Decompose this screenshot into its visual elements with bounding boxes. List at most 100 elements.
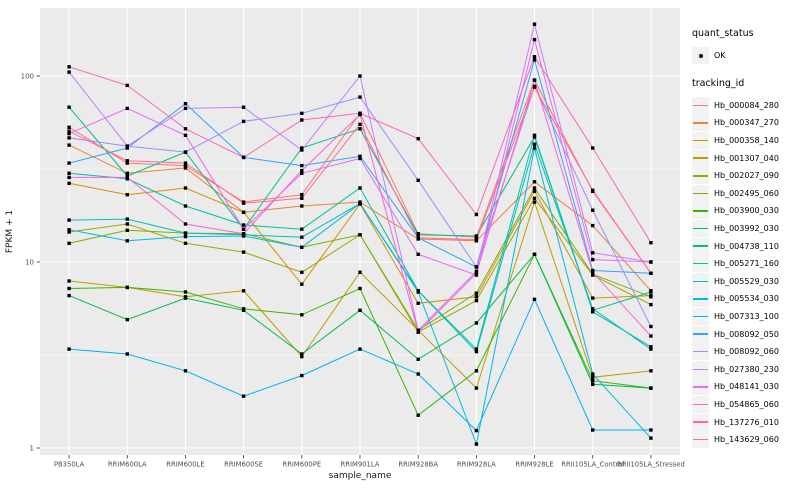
data-point xyxy=(358,111,362,115)
legend-item-label: Hb_137276_010 xyxy=(714,417,779,427)
data-point xyxy=(67,228,71,232)
data-point xyxy=(183,290,188,294)
legend-line-sample xyxy=(693,368,708,371)
data-point xyxy=(125,217,129,221)
data-point xyxy=(532,146,537,150)
data-point xyxy=(591,188,595,192)
legend-item-label: Hb_007313_100 xyxy=(714,312,779,322)
legend-item-quant-ok: OK xyxy=(692,47,798,65)
x-tick-label: RRIM600SE xyxy=(224,461,263,469)
legend-line-sample xyxy=(693,386,708,388)
legend-item-label: Hb_003992_030 xyxy=(714,224,779,234)
data-point xyxy=(300,118,304,122)
data-point xyxy=(125,171,129,175)
data-point xyxy=(300,282,304,286)
data-point xyxy=(125,317,129,322)
legend-key-box xyxy=(692,237,709,255)
legend-item-Hb_003900_030: Hb_003900_030 xyxy=(692,202,798,220)
data-point xyxy=(300,352,304,356)
data-point xyxy=(125,193,129,197)
data-point xyxy=(300,227,304,231)
data-point xyxy=(532,297,537,301)
data-point xyxy=(532,252,537,256)
data-point xyxy=(591,146,595,150)
data-point xyxy=(649,428,653,432)
data-point xyxy=(474,269,479,274)
legend-item-Hb_027380_230: Hb_027380_230 xyxy=(692,360,798,379)
legend-key-box xyxy=(692,431,709,449)
data-point xyxy=(532,200,537,204)
data-point xyxy=(300,354,304,359)
x-tick-label: RRIM600LA xyxy=(108,461,147,469)
data-point xyxy=(416,233,420,237)
legend-key-box xyxy=(692,343,709,361)
data-point xyxy=(125,83,129,88)
data-point xyxy=(67,65,71,69)
data-point xyxy=(358,308,362,312)
point-marker-icon xyxy=(698,53,703,58)
data-point xyxy=(125,239,129,243)
data-point xyxy=(241,250,246,254)
legend-item-label: Hb_002495_060 xyxy=(714,188,779,198)
data-points xyxy=(67,22,653,446)
data-point xyxy=(591,208,595,212)
legend-item-label: Hb_000347_270 xyxy=(714,118,779,128)
data-point xyxy=(591,270,595,274)
data-point xyxy=(241,289,246,293)
data-point xyxy=(67,347,71,351)
legend-item-label: Hb_000084_280 xyxy=(714,100,779,110)
legend-key-box xyxy=(692,184,709,202)
data-point xyxy=(416,178,420,182)
legend-line-sample xyxy=(693,227,708,230)
data-point xyxy=(591,375,595,379)
axes: 1 10 100 PB350LA RRIM600LA RRIM600LE RRIM600SE… xyxy=(21,73,685,469)
data-point xyxy=(358,286,362,291)
x-tick-label: RRII105LA_Stressed xyxy=(617,461,685,469)
data-point xyxy=(649,290,653,294)
legend-item-Hb_008092_060: Hb_008092_060 xyxy=(692,343,798,361)
legend-item-label: Hb_004738_110 xyxy=(714,241,779,251)
data-point xyxy=(532,58,537,62)
data-point xyxy=(532,78,537,82)
y-axis-title: FPKM + 1 xyxy=(5,210,15,253)
legend-item-Hb_000084_280: Hb_000084_280 xyxy=(692,96,798,115)
data-point xyxy=(532,37,537,42)
legend-line-sample xyxy=(693,210,708,212)
data-point xyxy=(241,227,246,231)
data-point xyxy=(591,307,595,311)
data-point xyxy=(591,251,595,255)
x-axis-title: sample_name xyxy=(329,471,392,481)
data-point xyxy=(183,106,188,111)
x-tick-label: PB350LA xyxy=(54,461,85,469)
data-point xyxy=(67,230,71,234)
y-tick-label: 100 xyxy=(21,73,34,81)
data-point xyxy=(183,231,188,235)
legend-item-label: Hb_048141_030 xyxy=(714,382,779,392)
legend-line-sample xyxy=(693,298,708,300)
data-point xyxy=(125,106,129,111)
data-point xyxy=(125,222,129,226)
data-point xyxy=(474,295,479,299)
tracking-id-legend-list: Hb_000084_280 Hb_000347_270 Hb_000358_140 H… xyxy=(692,96,798,449)
legend-line-sample xyxy=(693,421,708,423)
legend-key-box xyxy=(692,202,709,220)
data-point xyxy=(649,436,653,440)
data-point xyxy=(591,310,595,314)
data-point xyxy=(241,119,246,124)
legend: quant_status OK tracking_id Hb_000084_28… xyxy=(692,28,798,449)
data-point xyxy=(183,127,188,131)
y-tick-label: 1 xyxy=(30,445,34,453)
data-point xyxy=(474,291,479,295)
legend-item-label: Hb_008092_050 xyxy=(714,329,779,339)
data-point xyxy=(532,180,537,184)
data-point xyxy=(649,386,653,390)
data-point xyxy=(649,345,653,349)
legend-item-label: OK xyxy=(714,51,726,61)
data-point xyxy=(358,270,362,274)
data-point xyxy=(532,55,537,59)
data-point xyxy=(358,122,362,126)
data-point xyxy=(125,175,129,180)
legend-line-sample xyxy=(693,192,708,195)
data-point xyxy=(67,293,71,298)
